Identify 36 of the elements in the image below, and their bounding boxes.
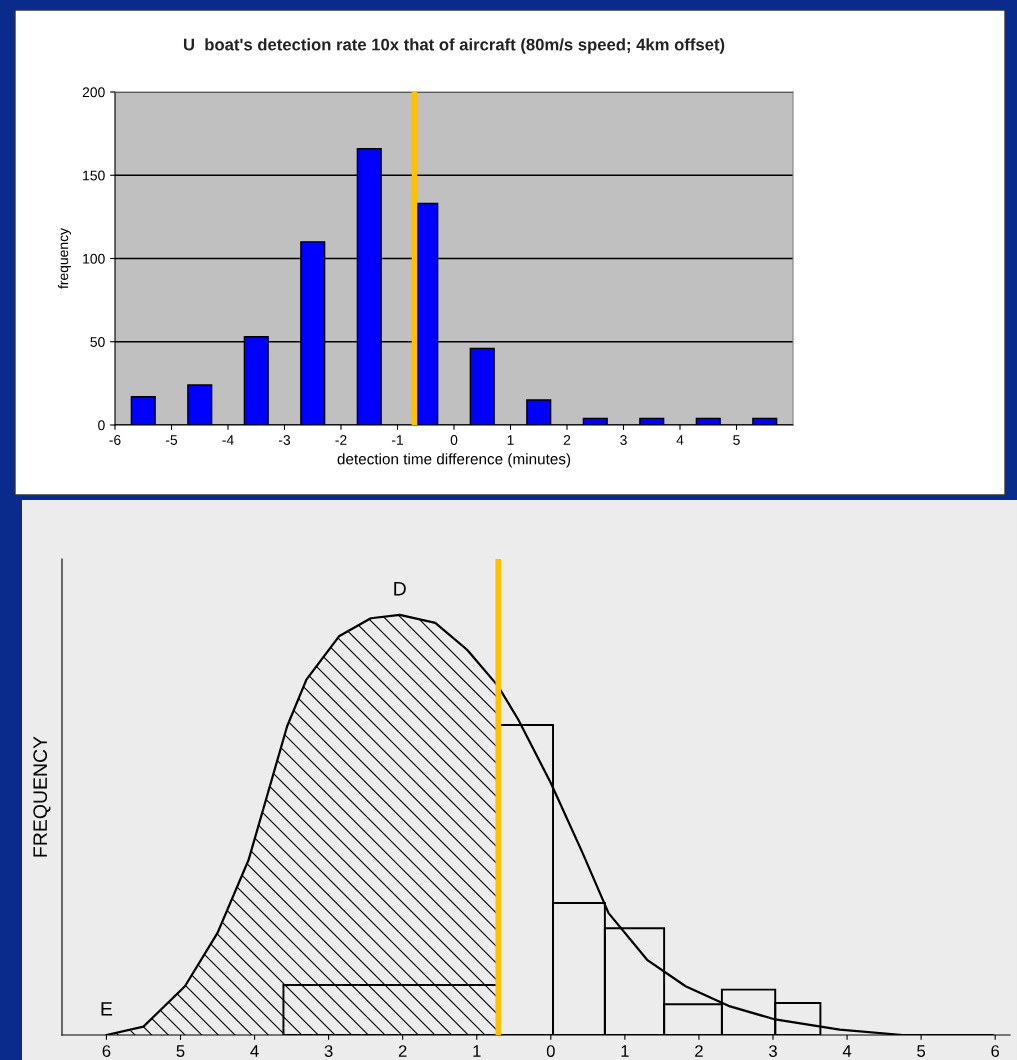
x-tick-label: 6: [991, 1045, 1000, 1057]
x-tick-label: 3: [769, 1045, 777, 1057]
y-axis-title: FREQUENCY: [33, 736, 51, 857]
x-tick-label: 3: [620, 435, 627, 445]
x-tick-label: 2: [563, 435, 571, 445]
y-tick-label: 150: [83, 170, 105, 181]
annotation: E: [101, 1002, 113, 1016]
x-tick-label: 2: [398, 1045, 407, 1057]
x-tick-label: 4: [250, 1045, 259, 1057]
x-tick-label: -5: [165, 435, 178, 445]
y-tick-label: 100: [83, 253, 105, 264]
x-tick-label: 1: [507, 435, 514, 445]
annotation: D: [394, 582, 406, 596]
x-tick-label: -6: [109, 435, 121, 445]
y-axis-title: frequency: [58, 228, 71, 289]
y-tick-label: 0: [98, 420, 105, 431]
x-tick-label: 1: [473, 1045, 481, 1057]
x-tick-label: 0: [450, 435, 458, 445]
chart-title: U boat's detection rate 10x that of aircraft (80m/s speed; 4km offset): [183, 38, 725, 54]
x-tick-label: 5: [917, 1045, 926, 1057]
y-tick-label: 200: [82, 87, 105, 98]
x-tick-label: -4: [222, 435, 234, 445]
x-tick-label: 0: [546, 1045, 555, 1057]
x-tick-label: -2: [335, 435, 347, 445]
x-tick-label: -3: [278, 435, 291, 445]
x-tick-label: 5: [176, 1045, 185, 1057]
x-tick-label: 2: [695, 1045, 703, 1057]
x-axis-title: detection time difference (minutes): [337, 453, 571, 468]
x-tick-label: 1: [621, 1045, 629, 1057]
x-tick-label: 6: [102, 1045, 111, 1057]
x-tick-label: 4: [676, 435, 684, 445]
x-tick-label: 5: [733, 435, 740, 445]
x-tick-label: 4: [842, 1045, 852, 1057]
y-tick-label: 50: [90, 337, 105, 347]
x-tick-label: 3: [324, 1045, 333, 1057]
x-tick-label: -1: [391, 435, 403, 445]
